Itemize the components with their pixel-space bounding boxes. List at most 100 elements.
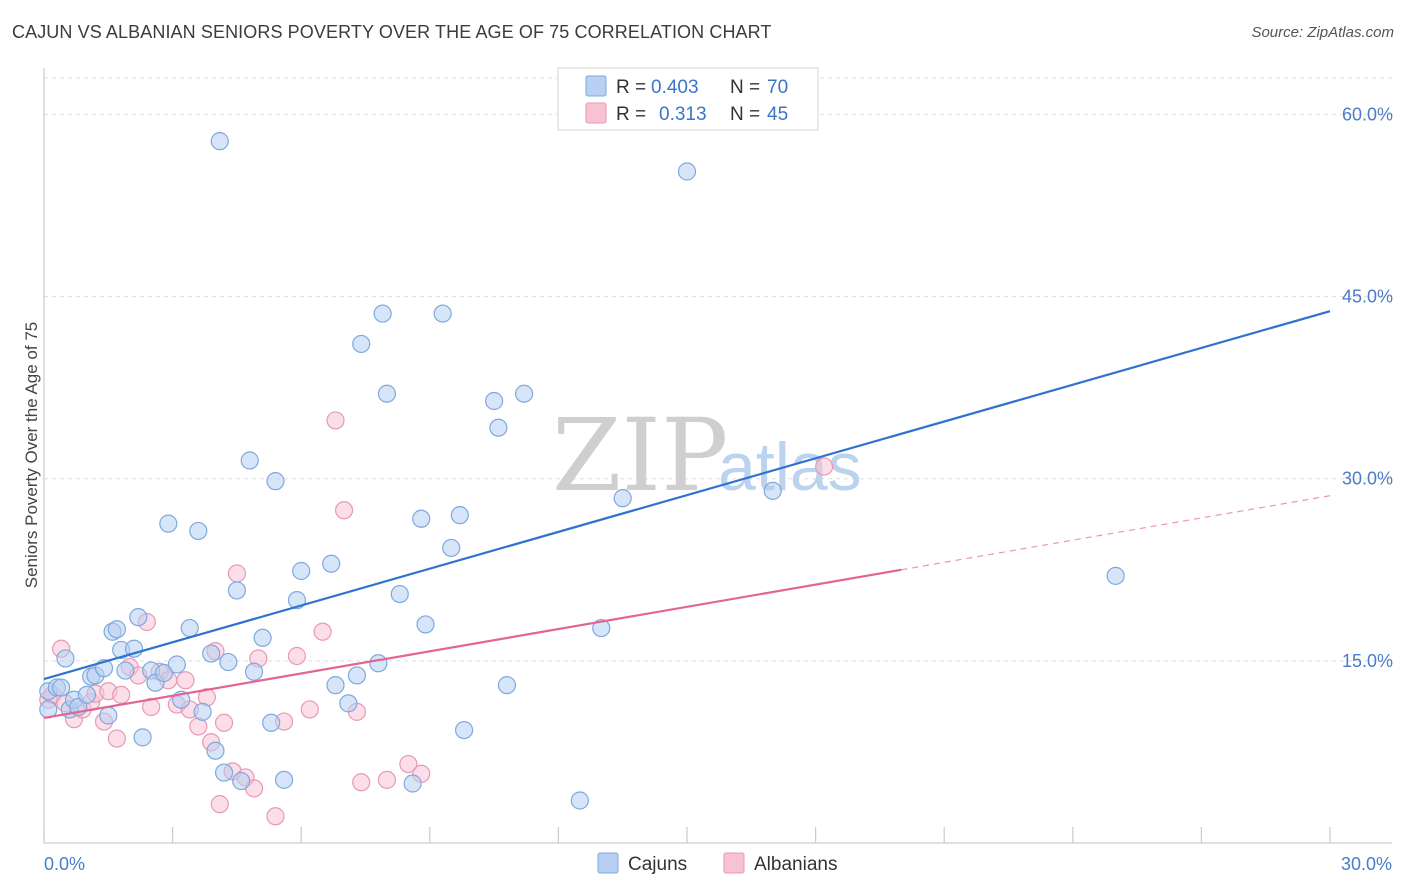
albanians-point-25 xyxy=(210,795,229,814)
cajuns-point-31 xyxy=(219,652,238,672)
y-tick-labels: 15.0% 30.0% 45.0% 60.0% xyxy=(1342,104,1393,670)
legend-r-label-cajuns: R = xyxy=(616,77,646,98)
cajuns-point-17 xyxy=(129,608,148,627)
cajuns-point-30 xyxy=(210,132,229,151)
cajuns-point-36 xyxy=(253,628,272,647)
cajuns-point-21 xyxy=(154,663,174,683)
albanians-point-44 xyxy=(815,457,834,476)
cajuns-point-57 xyxy=(454,720,474,740)
cajuns-point-38 xyxy=(266,472,285,491)
cajuns-point-27 xyxy=(193,702,212,721)
cajuns-point-25 xyxy=(180,618,199,638)
legend-top: R = 0.403 N = 70 R = 0.313 N = 45 xyxy=(557,67,819,131)
albanians-point-10 xyxy=(107,729,126,748)
x-tick-label-min: 0.0% xyxy=(44,854,85,874)
cajuns-point-49 xyxy=(377,384,397,403)
cajuns-point-28 xyxy=(202,644,221,663)
albanians-trend-extension xyxy=(901,495,1331,571)
cajuns-point-67 xyxy=(1106,566,1125,585)
cajuns-point-65 xyxy=(677,162,697,181)
x-tick-label-max: 30.0% xyxy=(1341,854,1392,874)
cajuns-point-50 xyxy=(390,584,409,604)
legend-bottom-swatch-cajuns xyxy=(597,852,619,874)
legend-bottom: Cajuns Albanians xyxy=(597,852,837,875)
legend-r-label-albanians: R = xyxy=(616,104,646,125)
legend-bottom-albanians: Albanians xyxy=(754,854,837,875)
grid-lines xyxy=(44,77,1392,662)
y-tick-label-15: 15.0% xyxy=(1342,651,1393,671)
legend-r-value-cajuns: 0.403 xyxy=(651,77,699,98)
cajuns-point-61 xyxy=(515,384,534,403)
cajuns-point-37 xyxy=(262,713,281,732)
albanians-point-34 xyxy=(287,646,307,666)
albanians-trend-line xyxy=(43,568,902,720)
cajuns-point-66 xyxy=(763,481,782,500)
legend-swatch-cajuns xyxy=(585,75,607,97)
cajuns-point-53 xyxy=(416,615,435,634)
cajuns-point-64 xyxy=(613,489,632,508)
albanians-point-37 xyxy=(326,411,345,430)
cajuns-points xyxy=(39,132,1125,810)
cajuns-point-69 xyxy=(214,763,234,782)
legend-n-value-cajuns: 70 xyxy=(767,77,788,98)
cajuns-point-48 xyxy=(373,304,392,323)
albanians-point-38 xyxy=(334,501,354,520)
watermark-zip: ZIP xyxy=(552,397,728,514)
cajuns-point-68 xyxy=(52,678,71,697)
trend-lines xyxy=(43,310,1331,720)
cajuns-point-63 xyxy=(592,618,611,638)
cajuns-point-51 xyxy=(403,774,422,793)
albanians-point-36 xyxy=(313,622,332,641)
cajuns-point-52 xyxy=(412,509,431,528)
legend-r-value-albanians: 0.313 xyxy=(659,104,707,125)
legend-bottom-swatch-albanians xyxy=(723,852,745,874)
y-tick-label-30: 30.0% xyxy=(1342,469,1393,489)
cajuns-trend-line xyxy=(43,310,1331,681)
albanians-point-42 xyxy=(399,754,418,774)
albanians-point-26 xyxy=(214,713,234,732)
cajuns-point-35 xyxy=(244,662,264,681)
cajuns-point-33 xyxy=(232,771,251,791)
watermark: ZIP atlas xyxy=(552,397,862,514)
cajuns-point-26 xyxy=(189,521,208,541)
cajuns-point-3 xyxy=(56,649,75,668)
cajuns-point-13 xyxy=(107,620,126,639)
legend-n-value-albanians: 45 xyxy=(767,104,788,125)
cajuns-point-56 xyxy=(450,506,469,525)
cajuns-point-39 xyxy=(274,770,294,789)
cajuns-point-15 xyxy=(116,661,135,680)
cajuns-point-41 xyxy=(292,561,311,581)
cajuns-point-11 xyxy=(99,706,118,725)
cajuns-point-59 xyxy=(489,418,508,437)
cajuns-point-47 xyxy=(369,654,388,673)
y-axis-label: Seniors Poverty Over the Age of 75 xyxy=(22,322,41,588)
cajuns-point-43 xyxy=(326,676,345,695)
albanians-point-19 xyxy=(176,671,195,690)
albanians-point-28 xyxy=(227,564,246,583)
legend-swatch-albanians xyxy=(585,102,607,124)
cajuns-point-44 xyxy=(339,694,358,713)
cajuns-point-46 xyxy=(352,334,371,354)
cajuns-point-42 xyxy=(322,554,341,573)
albanians-point-35 xyxy=(300,700,319,719)
legend-n-label-albanians: N = xyxy=(730,104,760,125)
watermark-atlas: atlas xyxy=(718,429,862,505)
cajuns-point-32 xyxy=(227,581,246,600)
cajuns-point-29 xyxy=(206,741,225,760)
cajuns-point-60 xyxy=(497,676,517,695)
cajuns-point-45 xyxy=(347,666,367,685)
source-label: Source: ZipAtlas.com xyxy=(1251,24,1394,41)
cajuns-point-34 xyxy=(240,451,259,470)
albanians-point-11 xyxy=(112,685,131,704)
chart-title: CAJUN VS ALBANIAN SENIORS POVERTY OVER T… xyxy=(12,22,772,42)
y-tick-label-60: 60.0% xyxy=(1342,104,1393,124)
albanians-point-32 xyxy=(266,807,285,826)
cajuns-point-23 xyxy=(167,655,186,674)
y-tick-label-45: 45.0% xyxy=(1342,287,1393,307)
albanians-point-41 xyxy=(377,770,397,789)
cajuns-point-18 xyxy=(133,728,152,747)
cajuns-point-22 xyxy=(159,514,178,533)
albanians-point-40 xyxy=(352,773,371,792)
cajuns-point-54 xyxy=(433,304,452,323)
